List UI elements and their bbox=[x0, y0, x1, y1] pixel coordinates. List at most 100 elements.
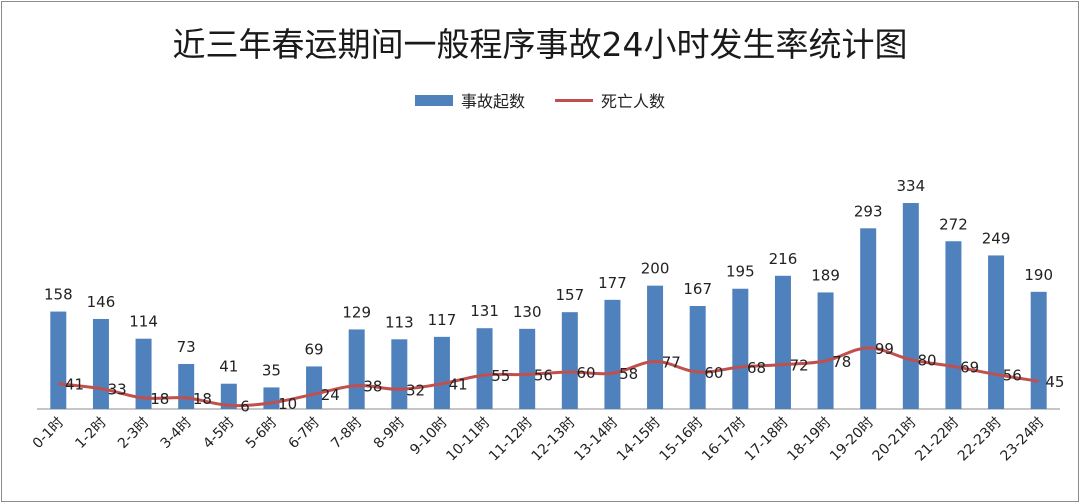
bar bbox=[92, 318, 109, 409]
x-tick-label: 16-17时 bbox=[699, 415, 749, 465]
x-tick-label: 3-4时 bbox=[158, 415, 195, 452]
bar bbox=[817, 292, 834, 409]
x-tick-label: 10-11时 bbox=[443, 415, 493, 465]
bar bbox=[135, 338, 152, 409]
legend-line-swatch bbox=[555, 98, 593, 102]
death-value-label: 38 bbox=[363, 378, 382, 396]
death-value-label: 99 bbox=[875, 340, 894, 358]
bar-value-label: 249 bbox=[982, 229, 1011, 247]
bar-value-label: 167 bbox=[683, 280, 712, 298]
x-tick-label: 18-19时 bbox=[784, 415, 834, 465]
x-tick-label: 21-22时 bbox=[912, 415, 962, 465]
death-value-label: 41 bbox=[449, 376, 468, 394]
bar-value-label: 146 bbox=[87, 293, 116, 311]
bar-value-label: 41 bbox=[219, 358, 238, 376]
death-value-label: 60 bbox=[704, 364, 723, 382]
x-tick-label: 11-12时 bbox=[486, 415, 536, 465]
x-tick-label: 2-3时 bbox=[115, 415, 152, 452]
bar bbox=[902, 203, 919, 409]
x-tick-label: 0-1时 bbox=[30, 415, 67, 452]
death-value-label: 68 bbox=[747, 359, 766, 377]
death-value-label: 72 bbox=[790, 357, 809, 375]
death-value-label: 77 bbox=[662, 354, 681, 372]
death-value-label: 58 bbox=[619, 365, 638, 383]
bar bbox=[988, 255, 1005, 409]
x-tick-label: 15-16时 bbox=[657, 415, 707, 465]
chart-title: 近三年春运期间一般程序事故24小时发生率统计图 bbox=[172, 25, 908, 64]
death-value-label: 78 bbox=[832, 353, 851, 371]
death-value-label: 24 bbox=[321, 386, 340, 404]
bar bbox=[945, 241, 962, 409]
x-tick-label: 17-18时 bbox=[742, 415, 792, 465]
bar bbox=[50, 311, 67, 409]
death-value-label: 18 bbox=[150, 390, 169, 408]
death-value-label: 41 bbox=[65, 376, 84, 394]
bar-value-label: 114 bbox=[129, 313, 158, 331]
death-value-label: 10 bbox=[278, 395, 297, 413]
bar-value-label: 73 bbox=[177, 338, 196, 356]
x-tick-label: 19-20时 bbox=[827, 415, 877, 465]
bar-value-label: 130 bbox=[513, 303, 542, 321]
legend-item-accidents: 事故起数 bbox=[414, 88, 525, 112]
x-tick-label: 14-15时 bbox=[614, 415, 664, 465]
bar bbox=[604, 299, 621, 409]
legend-label-accidents: 事故起数 bbox=[460, 92, 525, 111]
death-value-label: 18 bbox=[193, 390, 212, 408]
bar bbox=[732, 288, 749, 409]
bar bbox=[689, 306, 706, 409]
legend-label-deaths: 死亡人数 bbox=[601, 92, 666, 111]
death-value-label: 60 bbox=[576, 364, 595, 382]
bar-value-label: 293 bbox=[854, 202, 883, 220]
x-tick-label: 5-6时 bbox=[243, 415, 280, 452]
bar bbox=[860, 228, 877, 409]
bar-value-label: 195 bbox=[726, 263, 755, 281]
bar bbox=[433, 336, 450, 409]
death-series-line bbox=[58, 346, 1039, 408]
death-value-label: 33 bbox=[108, 381, 127, 399]
bar-value-label: 334 bbox=[896, 177, 925, 195]
bar-value-label: 158 bbox=[44, 286, 73, 304]
x-tick-label: 8-9时 bbox=[371, 415, 408, 452]
death-value-label: 69 bbox=[960, 358, 979, 376]
bar bbox=[220, 383, 237, 409]
legend-bar-swatch bbox=[414, 94, 453, 106]
death-value-label: 56 bbox=[1003, 366, 1022, 384]
bar bbox=[306, 366, 323, 409]
death-value-label: 56 bbox=[534, 366, 553, 384]
bar-value-label: 216 bbox=[769, 250, 798, 268]
bar-value-label: 69 bbox=[305, 340, 324, 358]
bar bbox=[476, 328, 493, 409]
death-value-label: 80 bbox=[917, 352, 936, 370]
bar-value-label: 177 bbox=[598, 274, 627, 292]
death-value-label: 45 bbox=[1045, 373, 1064, 391]
x-tick-label: 23-24时 bbox=[998, 415, 1048, 465]
bar-value-label: 200 bbox=[641, 260, 670, 278]
bar bbox=[391, 339, 408, 409]
bar-value-label: 157 bbox=[555, 286, 584, 304]
bar-value-label: 117 bbox=[428, 311, 457, 329]
x-tick-label: 6-7时 bbox=[286, 415, 323, 452]
bar-value-label: 129 bbox=[342, 303, 371, 321]
legend-item-deaths: 死亡人数 bbox=[555, 88, 665, 112]
x-tick-label: 12-13时 bbox=[529, 415, 579, 465]
chart-legend: 事故起数 死亡人数 bbox=[2, 88, 1078, 112]
bar bbox=[348, 329, 365, 409]
bar bbox=[647, 285, 664, 409]
death-value-label: 6 bbox=[240, 397, 250, 415]
x-tick-label: 1-2时 bbox=[72, 415, 109, 452]
death-value-label: 32 bbox=[406, 381, 425, 399]
x-tick-label: 7-8时 bbox=[328, 415, 365, 452]
x-tick-label: 20-21时 bbox=[870, 415, 920, 465]
x-tick-label: 22-23时 bbox=[955, 415, 1005, 465]
x-tick-label: 13-14时 bbox=[571, 415, 621, 465]
bar-value-label: 272 bbox=[939, 215, 968, 233]
death-value-label: 55 bbox=[491, 367, 510, 385]
x-tick-label: 4-5时 bbox=[200, 415, 237, 452]
bar bbox=[178, 363, 195, 409]
bar-value-label: 189 bbox=[811, 266, 840, 284]
bar-value-label: 35 bbox=[262, 361, 281, 379]
bar bbox=[263, 387, 280, 409]
bar bbox=[561, 312, 578, 409]
